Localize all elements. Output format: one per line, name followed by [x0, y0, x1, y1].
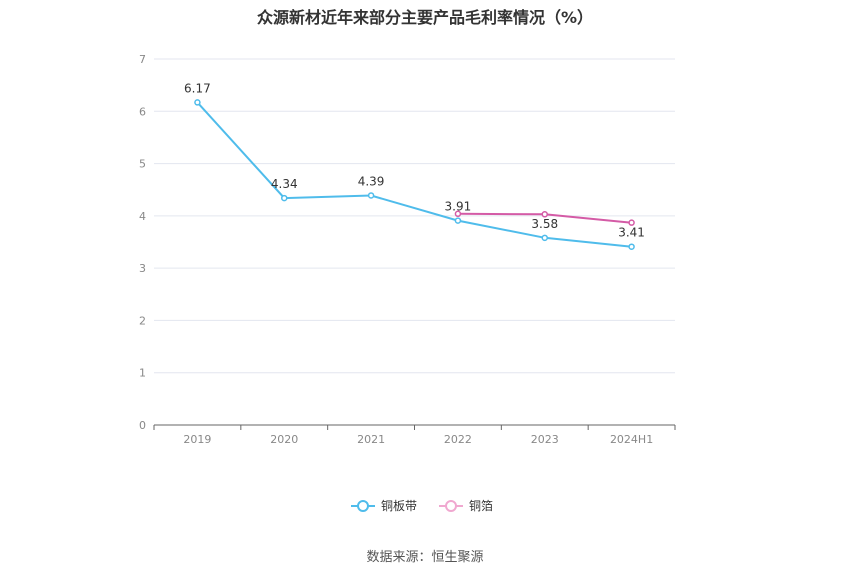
x-tick-label: 2020 — [270, 433, 298, 446]
legend-label: 铜板带 — [381, 498, 417, 513]
legend-marker-1 — [445, 500, 457, 512]
data-point — [628, 243, 635, 250]
data-label: 3.91 — [445, 200, 472, 214]
data-label: 3.41 — [618, 226, 645, 240]
data-point — [367, 192, 375, 199]
legend-label: 铜箔 — [469, 498, 493, 513]
series-line-0 — [196, 101, 632, 248]
legend-marker-0 — [357, 500, 369, 512]
data-point — [628, 219, 635, 226]
y-tick-label: 4 — [139, 210, 146, 223]
data-label: 6.17 — [184, 81, 211, 95]
data-label: 3.58 — [531, 217, 558, 231]
y-tick-label: 0 — [139, 419, 146, 432]
x-tick-label: 2022 — [444, 433, 472, 446]
data-point — [281, 194, 288, 202]
chart-title: 众源新材近年来部分主要产品毛利率情况（%） — [256, 8, 594, 27]
data-point — [541, 234, 548, 242]
data-label: 4.34 — [271, 177, 298, 191]
y-tick-label: 7 — [139, 53, 146, 66]
y-tick-label: 5 — [139, 158, 146, 171]
x-tick-label: 2019 — [183, 433, 211, 446]
data-point — [194, 99, 201, 106]
x-tick-label: 2021 — [357, 433, 385, 446]
y-tick-label: 2 — [139, 314, 146, 327]
data-source: 数据来源：恒生聚源 — [366, 550, 484, 565]
y-tick-label: 6 — [139, 105, 146, 118]
data-point — [454, 210, 462, 218]
data-point — [454, 217, 462, 224]
y-tick-label: 1 — [139, 367, 146, 380]
data-label: 4.39 — [358, 174, 385, 188]
x-tick-label: 2023 — [531, 433, 559, 446]
data-point — [541, 211, 548, 218]
x-tick-label: 2024H1 — [610, 433, 653, 446]
y-tick-label: 3 — [139, 262, 146, 275]
